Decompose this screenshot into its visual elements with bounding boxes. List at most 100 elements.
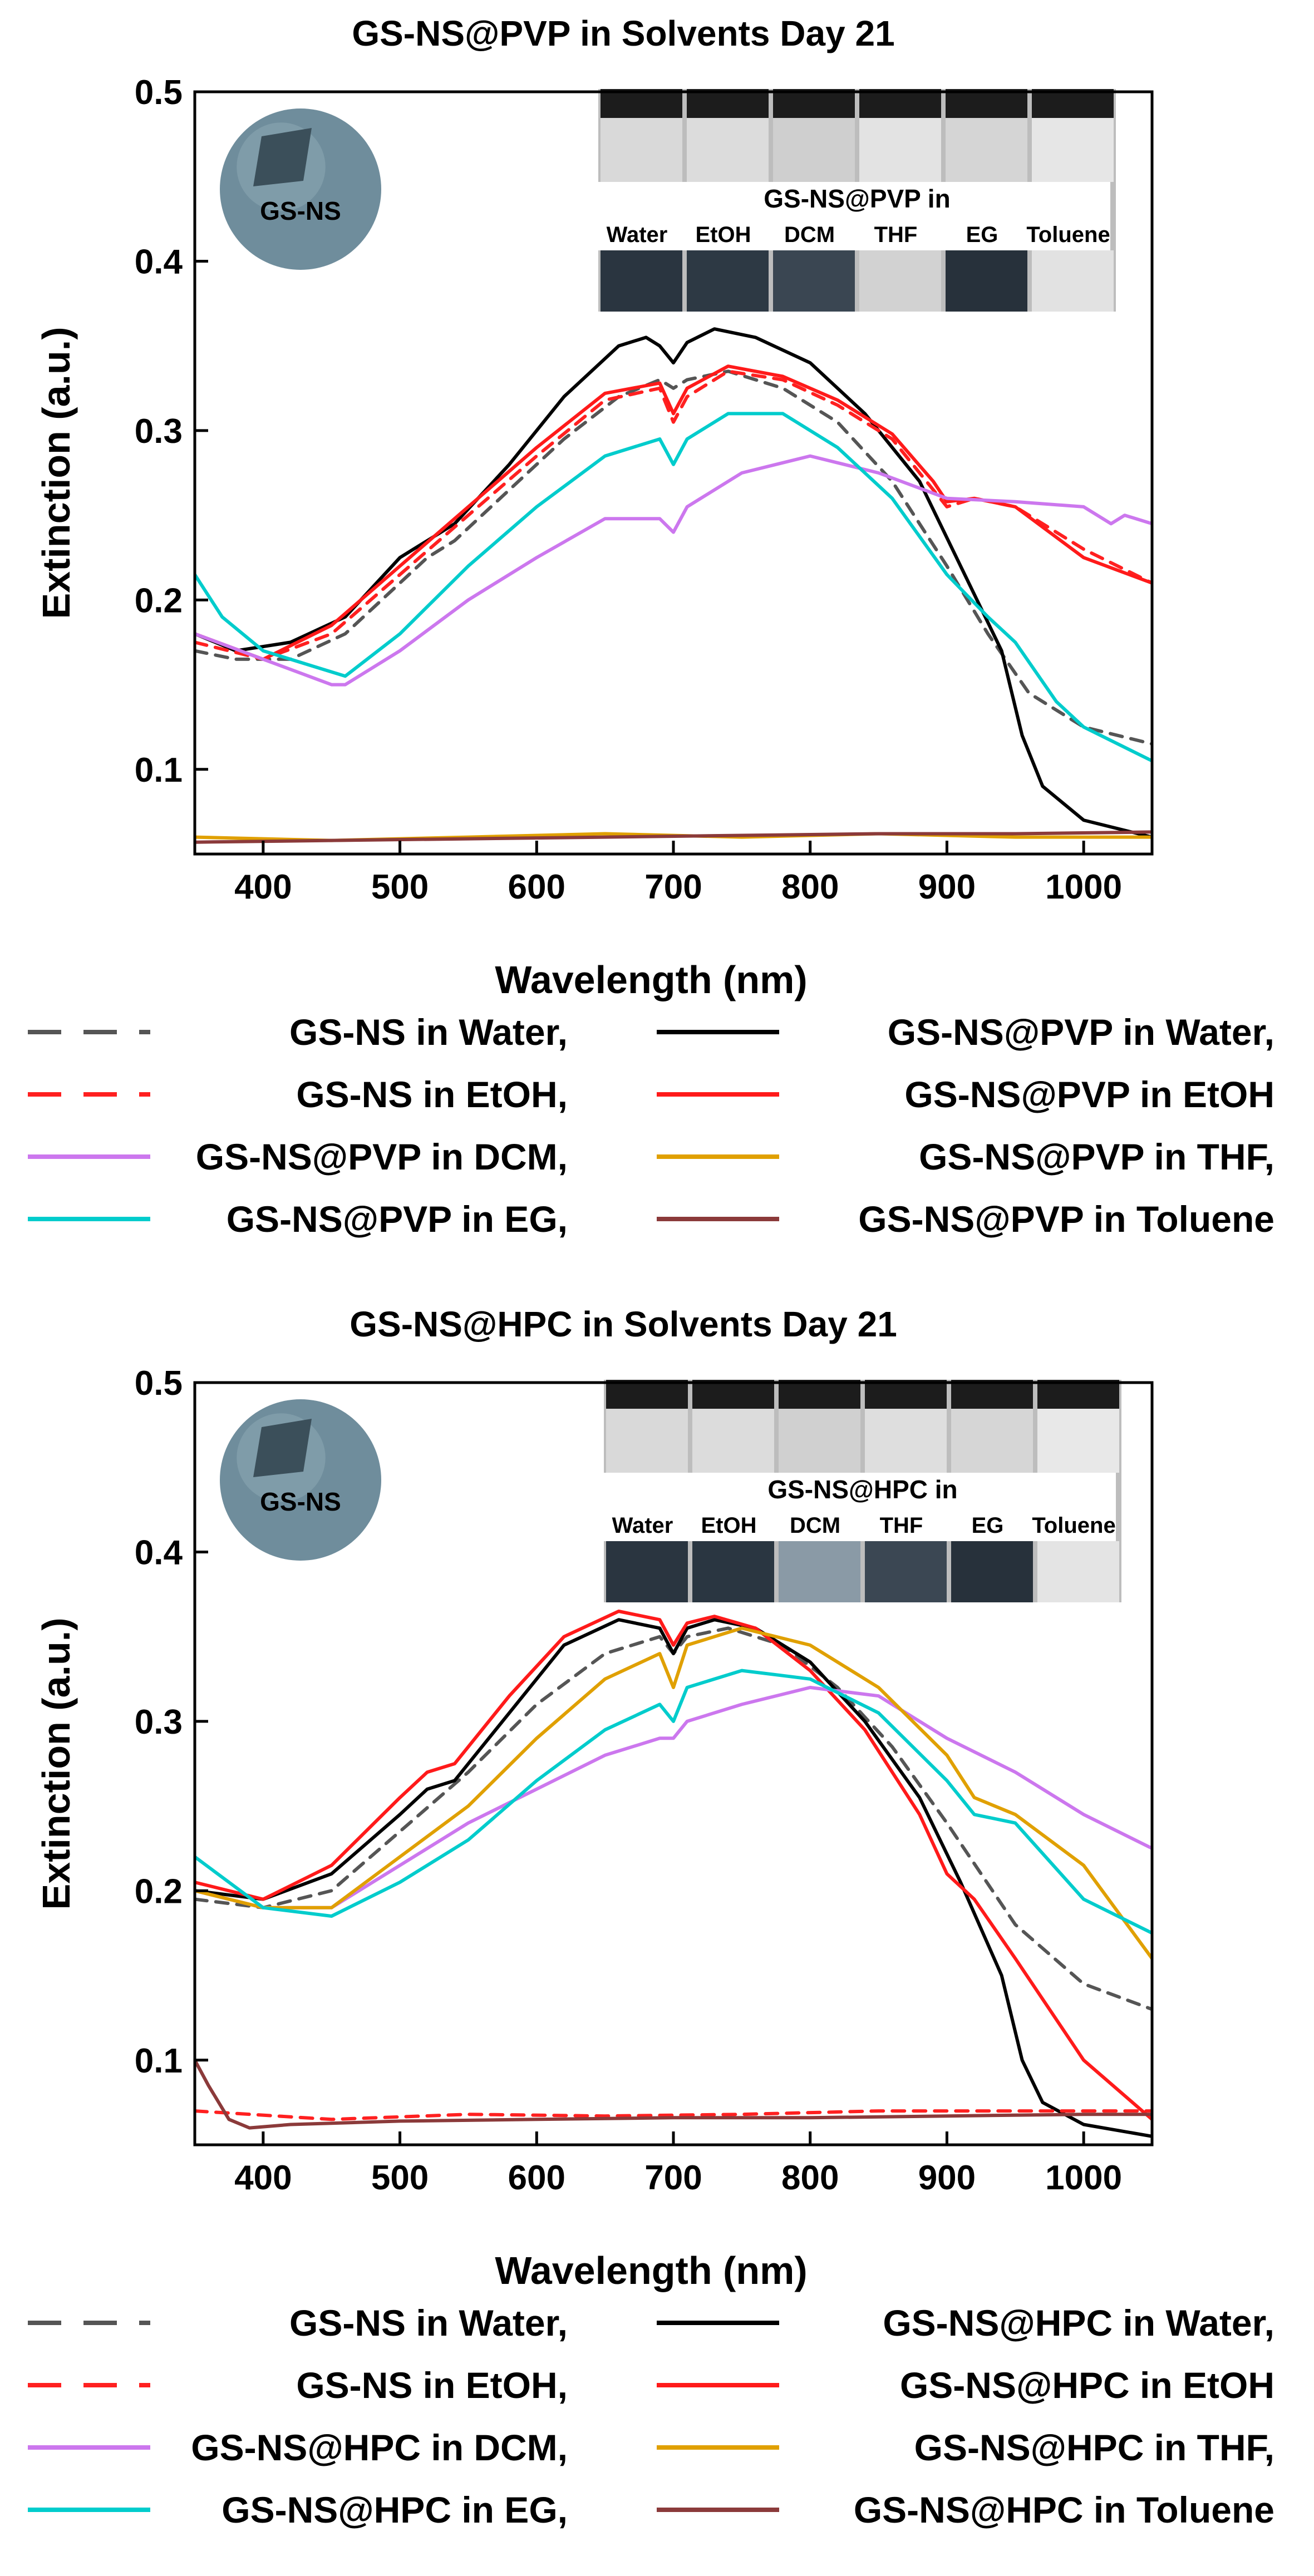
vial-lower <box>773 250 855 312</box>
vial-lower <box>946 250 1027 312</box>
sphere-label: GS-NS <box>260 1487 341 1516</box>
legend-entry-4: GS-NS@PVP in EtOH <box>904 1074 1274 1115</box>
series-line-2 <box>195 327 1152 839</box>
vial-cap <box>779 1380 860 1409</box>
vial-upper <box>773 118 855 182</box>
series-line-1 <box>195 369 1152 746</box>
vial-lower <box>951 1541 1033 1602</box>
legend-entry-7: GS-NS@HPC in EG, <box>222 2489 568 2530</box>
y-tick-label: 0.3 <box>135 412 183 451</box>
vial-upper <box>606 1409 688 1473</box>
vial-cap <box>601 89 682 118</box>
inset-title: GS-NS@PVP in <box>764 184 950 213</box>
x-tick-label: 800 <box>781 2159 839 2197</box>
vial-lower <box>601 250 682 312</box>
series-line-4 <box>195 1610 1152 2121</box>
vial-label-toluene: Toluene <box>1032 1513 1115 1538</box>
sphere-cutaway <box>253 128 312 186</box>
vial-label-water: Water <box>612 1513 673 1538</box>
x-axis-label: Wavelength (nm) <box>495 958 807 1001</box>
legend-entry-2: GS-NS@PVP in Water, <box>888 1011 1274 1053</box>
x-tick-label: 500 <box>371 868 429 906</box>
series-line-1 <box>195 1626 1152 2011</box>
y-tick-label: 0.1 <box>135 751 183 789</box>
legend-entry-1: GS-NS in Water, <box>289 2302 568 2343</box>
legend-entry-1: GS-NS in Water, <box>289 1011 568 1053</box>
legend-entry-3: GS-NS in EtOH, <box>296 1074 568 1115</box>
vial-upper <box>859 118 941 182</box>
series-line-5 <box>195 1686 1152 1909</box>
vial-lower <box>687 250 769 312</box>
x-tick-label: 1000 <box>1045 868 1122 906</box>
vial-label-eg: EG <box>972 1513 1004 1538</box>
x-tick-label: 500 <box>371 2159 429 2197</box>
x-tick-label: 900 <box>918 868 976 906</box>
vial-cap <box>859 89 941 118</box>
vial-lower <box>692 1541 774 1602</box>
inset-title: GS-NS@HPC in <box>767 1475 957 1504</box>
vial-cap <box>773 89 855 118</box>
series-line-6 <box>195 1626 1152 1961</box>
gs-ns-sphere: GS-NS <box>220 108 381 270</box>
y-tick-label: 0.5 <box>135 1364 183 1403</box>
vial-label-toluene: Toluene <box>1026 223 1110 247</box>
series-line-4 <box>195 364 1152 661</box>
vial-lower <box>1037 1541 1119 1602</box>
curves <box>195 327 1152 844</box>
x-tick-label: 400 <box>234 868 292 906</box>
y-tick-label: 0.5 <box>135 73 183 112</box>
y-tick-label: 0.4 <box>135 243 183 281</box>
series-line-7 <box>195 1669 1152 1935</box>
vial-upper <box>946 118 1027 182</box>
vial-label-etoh: EtOH <box>696 223 751 247</box>
legend-entry-6: GS-NS@PVP in THF, <box>919 1136 1274 1177</box>
vial-label-dcm: DCM <box>790 1513 840 1538</box>
gs-ns-sphere: GS-NS <box>220 1399 381 1561</box>
x-tick-label: 700 <box>644 2159 702 2197</box>
x-tick-label: 1000 <box>1045 2159 1122 2197</box>
vial-label-thf: THF <box>880 1513 923 1538</box>
vial-cap <box>865 1380 947 1409</box>
vial-cap <box>951 1380 1033 1409</box>
x-tick-label: 900 <box>918 2159 976 2197</box>
legend-entry-2: GS-NS@HPC in Water, <box>883 2302 1274 2343</box>
series-line-3 <box>195 2109 1152 2121</box>
curves <box>195 1610 1152 2138</box>
vial-lower <box>865 1541 947 1602</box>
sphere-label: GS-NS <box>260 196 341 225</box>
vial-upper <box>1032 118 1114 182</box>
y-tick-label: 0.4 <box>135 1533 183 1572</box>
vial-cap <box>687 89 769 118</box>
vial-upper <box>687 118 769 182</box>
vial-upper <box>692 1409 774 1473</box>
vial-label-dcm: DCM <box>784 223 835 247</box>
x-tick-label: 400 <box>234 2159 292 2197</box>
legend-entry-5: GS-NS@PVP in DCM, <box>196 1136 568 1177</box>
legend-entry-8: GS-NS@PVP in Toluene <box>858 1198 1274 1240</box>
vial-lower <box>859 250 941 312</box>
series-line-8 <box>195 2058 1152 2130</box>
vial-upper <box>951 1409 1033 1473</box>
vial-cap <box>946 89 1027 118</box>
legend: GS-NS in Water, GS-NS@PVP in Water, GS-NS … <box>28 1011 1274 1240</box>
series-line-7 <box>195 412 1152 763</box>
legend-entry-5: GS-NS@HPC in DCM, <box>191 2427 568 2468</box>
inset-label-band <box>582 182 1110 250</box>
x-tick-label: 800 <box>781 868 839 906</box>
y-axis-label: Extinction (a.u.) <box>35 1618 78 1910</box>
legend: GS-NS in Water, GS-NS@HPC in Water, GS-NS … <box>28 2302 1274 2530</box>
vial-upper <box>1037 1409 1119 1473</box>
series-line-8 <box>195 830 1152 844</box>
y-axis-label: Extinction (a.u.) <box>35 327 78 619</box>
vial-lower <box>1032 250 1114 312</box>
vial-photo-inset: GS-NS@HPC in Water EtOH DCM THF EG Toluene <box>587 1380 1121 1602</box>
legend-entry-4: GS-NS@HPC in EtOH <box>900 2365 1274 2406</box>
legend-entry-3: GS-NS in EtOH, <box>296 2365 568 2406</box>
y-tick-label: 0.2 <box>135 1872 183 1911</box>
y-tick-label: 0.2 <box>135 581 183 620</box>
y-tick-label: 0.3 <box>135 1703 183 1741</box>
chart-panel-1: GS-NS@PVP in Solvents Day 21 GS-NS GS-NS@P… <box>28 13 1274 1240</box>
series-line-2 <box>195 1618 1152 2138</box>
inset-label-band <box>587 1473 1116 1541</box>
